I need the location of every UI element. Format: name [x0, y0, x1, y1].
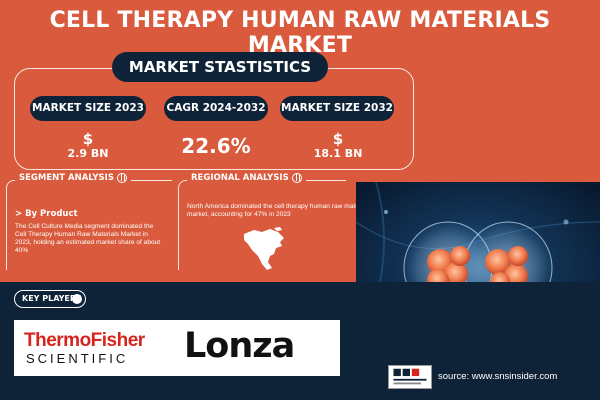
source-text: source: www.snsinsider.com — [438, 371, 558, 382]
regional-analysis-text: North America dominated the cell therapy… — [187, 203, 371, 218]
regional-analysis-title: REGIONAL ANALYSIS — [187, 173, 306, 183]
market-size-2023-value: $ 2.9 BN — [48, 131, 128, 160]
globe-icon — [291, 173, 302, 183]
market-size-2032-value: $ 18.1 BN — [298, 131, 378, 160]
cagr-label: CAGR 2024-2032 — [164, 96, 268, 121]
thermofisher-logo: ThermoFisher — [24, 330, 145, 351]
market-size-2032-label: MARKET SIZE 2032 — [280, 96, 394, 121]
market-size-2032-amount: 18.1 BN — [313, 147, 363, 160]
page-title: CELL THERAPY HUMAN RAW MATERIALS MARKET — [49, 8, 551, 58]
market-size-2023-amount: 2.9 BN — [67, 147, 109, 160]
thermofisher-scientific-text: SCIENTIFIC — [26, 351, 129, 366]
north-america-map-icon — [244, 227, 284, 270]
segment-analysis-text: The Cell Culture Media segment dominated… — [15, 223, 161, 254]
company-logos: ThermoFisher SCIENTIFIC Lonza — [14, 320, 340, 376]
regional-analysis-section: REGIONAL ANALYSIS North America dominate… — [178, 173, 371, 270]
market-size-2023-label: MARKET SIZE 2023 — [30, 96, 146, 121]
segment-analysis-section: SEGMENT ANALYSIS > By Product The Cell C… — [6, 173, 172, 270]
cagr-value: 22.6% — [181, 134, 251, 158]
sns-insider-logo-icon — [388, 365, 432, 389]
by-product-heading: > By Product — [15, 209, 78, 219]
key-players-badge: KEY PLAYERS — [14, 290, 86, 308]
key-players-label: KEY PLAYERS — [22, 294, 82, 303]
segment-analysis-title: SEGMENT ANALYSIS — [15, 173, 131, 183]
market-statistics-heading: MARKET STASTISTICS — [112, 52, 328, 82]
dollar-icon: $ — [332, 130, 344, 148]
globe-icon — [116, 173, 127, 183]
segment-analysis-label: SEGMENT ANALYSIS — [19, 173, 114, 183]
dollar-icon: $ — [82, 130, 94, 148]
regional-analysis-label: REGIONAL ANALYSIS — [191, 173, 289, 183]
lonza-logo: Lonza — [184, 326, 295, 366]
handshake-icon — [72, 294, 82, 304]
